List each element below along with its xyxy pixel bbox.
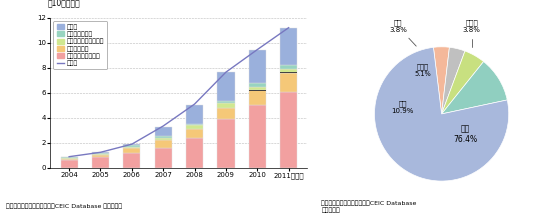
Bar	[186, 129, 203, 138]
Text: その他
3.8%: その他 3.8%	[463, 20, 481, 47]
Bar	[249, 90, 266, 105]
Bar	[217, 108, 235, 119]
Wedge shape	[442, 62, 507, 114]
Bar	[155, 127, 172, 136]
Bar	[217, 72, 235, 101]
Bar	[92, 152, 109, 153]
Bar	[217, 103, 235, 108]
Bar	[186, 125, 203, 129]
Wedge shape	[433, 47, 449, 114]
Bar	[60, 160, 78, 168]
Bar	[249, 90, 266, 91]
Wedge shape	[442, 51, 484, 114]
Bar	[123, 148, 140, 153]
Bar	[280, 65, 297, 69]
Text: カナダ
5.1%: カナダ 5.1%	[414, 63, 431, 77]
Text: 米国
76.4%: 米国 76.4%	[453, 124, 477, 144]
Bar	[249, 50, 266, 83]
Bar	[155, 138, 172, 140]
Bar	[123, 153, 140, 168]
Bar	[60, 159, 78, 160]
Bar	[123, 144, 140, 145]
Text: 日本
3.8%: 日本 3.8%	[389, 20, 416, 46]
Bar	[280, 28, 297, 65]
Bar	[60, 157, 78, 158]
Bar	[123, 147, 140, 148]
Bar	[123, 145, 140, 147]
Bar	[217, 101, 235, 103]
Text: 欧州
10.9%: 欧州 10.9%	[391, 100, 414, 114]
Bar	[155, 148, 172, 168]
Wedge shape	[442, 47, 465, 114]
Bar	[92, 154, 109, 155]
Bar	[92, 153, 109, 154]
Bar	[186, 138, 203, 168]
Bar	[249, 83, 266, 87]
Bar	[186, 105, 203, 124]
Bar	[155, 140, 172, 148]
Bar	[217, 119, 235, 168]
Bar	[249, 105, 266, 168]
Bar	[280, 72, 297, 73]
Bar	[155, 136, 172, 138]
Bar	[186, 124, 203, 125]
Bar	[280, 73, 297, 91]
Wedge shape	[375, 47, 509, 181]
Legend: その他, アニメーション, トランスクリプション, ソフトウェア, コンタクトセンター, 輸出額: その他, アニメーション, トランスクリプション, ソフトウェア, コンタクトセ…	[54, 21, 107, 69]
Bar	[92, 155, 109, 157]
Bar	[280, 91, 297, 168]
Text: （10億ドル）: （10億ドル）	[47, 0, 80, 8]
Text: 資料：フィリピン中央銀行、CEIC Database から作成。: 資料：フィリピン中央銀行、CEIC Database から作成。	[6, 203, 122, 209]
Bar	[249, 87, 266, 90]
Bar	[280, 69, 297, 73]
Bar	[60, 158, 78, 159]
Bar	[92, 157, 109, 168]
Text: 資料：フィリピン中央銀行、CEIC Database
から作成。: 資料：フィリピン中央銀行、CEIC Database から作成。	[321, 200, 417, 213]
